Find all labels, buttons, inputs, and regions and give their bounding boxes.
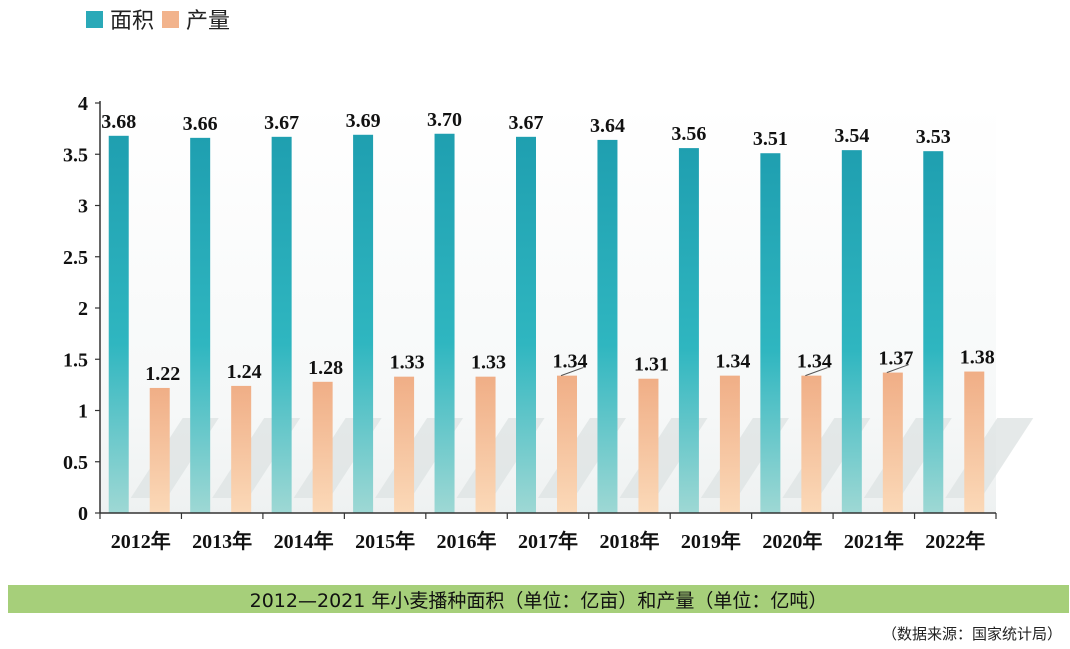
data-label-area-2020年: 3.51: [753, 128, 788, 150]
data-label-area-2018年: 3.64: [590, 115, 625, 137]
y-tick-label-3.5: 3.5: [63, 144, 88, 166]
data-label-yield-2018年: 1.31: [634, 354, 669, 376]
data-label-yield-2013年: 1.24: [227, 361, 262, 383]
data-label-area-2015年: 3.69: [346, 110, 381, 132]
bar-area-2017年: [516, 136, 536, 513]
data-label-area-2012年: 3.68: [101, 111, 136, 133]
bar-area-2021年: [841, 150, 862, 513]
bar-area-2020年: [760, 153, 781, 513]
bar-yield-2018年: [638, 378, 659, 513]
data-labels: 3.68 3.66 3.67 3.69 3.70 3.67 3.64 3.56 3.51 3.54…: [101, 109, 995, 385]
x-tick-label-2021年: 2021年: [844, 529, 904, 553]
label-leader-line: [805, 367, 828, 377]
bar-area-2018年: [597, 139, 618, 513]
data-label-yield-2022年: 1.38: [960, 347, 995, 369]
bar-area-2015年: [353, 134, 374, 513]
bar-yield-2015年: [394, 376, 415, 513]
x-tick-label-2017年: 2017年: [518, 529, 578, 553]
y-tick-label-1.5: 1.5: [63, 349, 88, 371]
bar-area-2019年: [678, 148, 699, 513]
data-label-area-2014年: 3.67: [264, 112, 299, 134]
data-label-yield-2015年: 1.33: [390, 352, 425, 374]
bar-yield-2014年: [312, 381, 333, 513]
chart-legend: 面积 产量: [86, 4, 230, 34]
data-label-yield-2017年: 1.34: [553, 351, 588, 373]
legend-swatch-area: [86, 10, 103, 28]
bar-area-2013年: [190, 137, 211, 513]
data-label-area-2019年: 3.56: [671, 123, 706, 145]
x-tick-label-2012年: 2012年: [111, 529, 171, 553]
bar-yield-2017年: [557, 375, 577, 513]
data-label-yield-2020年: 1.34: [797, 351, 832, 373]
chart-caption: 2012—2021 年小麦播种面积（单位：亿亩）和产量（单位：亿吨）: [8, 585, 1069, 613]
data-label-yield-2014年: 1.28: [308, 357, 343, 379]
bar-area-2014年: [271, 136, 292, 513]
y-tick-label-2.5: 2.5: [63, 247, 88, 269]
data-source-note: （数据来源：国家统计局）: [881, 625, 1062, 643]
bar-area-2012年: [108, 135, 129, 514]
data-label-area-2017年: 3.67: [509, 112, 544, 134]
label-leader-line: [886, 364, 909, 374]
data-label-area-2013年: 3.66: [183, 113, 218, 135]
data-label-yield-2019年: 1.34: [715, 351, 750, 373]
x-tick-label-2020年: 2020年: [762, 529, 822, 553]
data-label-area-2016年: 3.70: [427, 109, 462, 131]
legend-item-area: 面积: [86, 3, 154, 35]
legend-label-area: 面积: [110, 9, 155, 34]
y-tick-label-2: 2: [78, 298, 88, 320]
data-label-yield-2016年: 1.33: [471, 352, 506, 374]
bar-area-2022年: [923, 151, 944, 514]
x-tick-label-2015年: 2015年: [355, 529, 415, 553]
bar-yield-2016年: [475, 376, 496, 513]
data-label-area-2022年: 3.53: [916, 126, 951, 148]
data-label-area-2021年: 3.54: [834, 125, 869, 147]
legend-item-yield: 产量: [162, 3, 230, 35]
y-tick-label-0.5: 0.5: [63, 452, 88, 474]
x-tick-label-2019年: 2019年: [681, 529, 741, 553]
y-tick-label-4: 4: [78, 93, 88, 115]
bar-yield-2012年: [149, 387, 170, 513]
x-tick-label-2016年: 2016年: [437, 529, 497, 553]
x-tick-label-2018年: 2018年: [599, 529, 659, 553]
bar-yield-2019年: [719, 375, 740, 513]
y-tick-label-0: 0: [78, 503, 88, 525]
data-label-yield-2012年: 1.22: [145, 363, 180, 385]
legend-label-yield: 产量: [186, 9, 231, 34]
bar-yield-2022年: [964, 371, 985, 513]
y-tick-label-3: 3: [78, 196, 88, 218]
data-label-yield-2021年: 1.37: [878, 348, 913, 370]
y-tick-label-1: 1: [78, 401, 88, 423]
bar-yield-2020年: [801, 375, 822, 513]
bar-yield-2013年: [231, 385, 252, 513]
bars: [108, 133, 985, 514]
legend-swatch-yield: [162, 10, 180, 28]
x-tick-label-2013年: 2013年: [192, 529, 252, 553]
caption-text: 2012—2021 年小麦播种面积（单位：亿亩）和产量（单位：亿吨）: [249, 589, 828, 612]
x-tick-label-2022年: 2022年: [925, 529, 985, 553]
label-leader-line: [560, 367, 584, 377]
x-tick-label-2014年: 2014年: [274, 529, 334, 553]
bar-area-2016年: [434, 133, 455, 513]
bar-yield-2021年: [882, 372, 903, 513]
